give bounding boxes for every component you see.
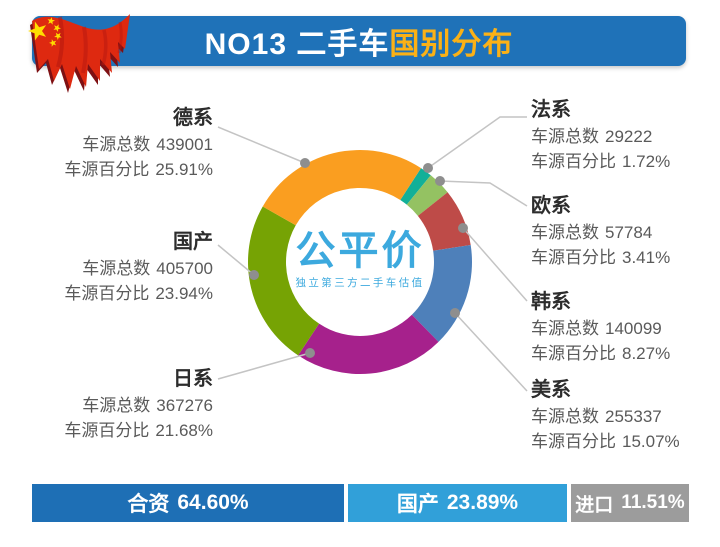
page-title-prefix: NO13 二手车 [204,28,390,61]
segment-label-american: 美系 车源总数 255337 车源百分比 15.07% [531,376,680,454]
segment-name: 国产 [173,231,213,253]
segment-pct-line: 车源百分比 3.41% [531,248,671,267]
header-banner: NO13 二手车国别分布 [32,16,686,66]
flag-fold [81,26,88,74]
flag-star-icon [53,24,61,32]
connector-dot-german [300,158,310,168]
segment-name: 韩系 [531,291,571,313]
connector-line-german [217,126,306,164]
donut-segment-korean [417,192,471,251]
segment-name: 法系 [531,99,571,121]
logo-subtitle: 独立第三方二手车估值 [295,277,425,289]
flag-star-icon [54,32,62,40]
donut-segment-european [406,175,448,216]
donut-segment-japanese [298,314,439,374]
segment-total-line: 车源总数 57784 [531,223,653,242]
flag-star-icon [47,17,55,25]
segment-pct-line: 车源百分比 8.27% [531,344,671,363]
connector-dot-european [435,176,445,186]
segment-total-line: 车源总数 405700 [82,259,213,278]
summary-item-imported: 进口 11.51% [571,484,689,522]
segment-label-japanese: 日系 车源总数 367276 车源百分比 21.68% [64,365,213,443]
flag-fold [117,21,123,54]
segment-total-line: 车源总数 439001 [82,135,213,154]
segment-pct-line: 车源百分比 1.72% [531,152,671,171]
summary-label: 合资 [127,493,170,516]
segment-total-line: 车源总数 367276 [82,396,213,415]
donut-segment-american [411,244,472,342]
segment-name: 美系 [531,379,571,401]
summary-value: 23.89% [446,491,519,514]
segment-name: 德系 [173,107,213,129]
segment-total-line: 车源总数 140099 [531,319,662,338]
flag-fold [101,29,108,66]
connector-dot-korean [458,223,468,233]
segment-pct-line: 车源百分比 25.91% [64,160,213,179]
china-flag-icon [28,14,130,93]
donut-segment-domestic [247,206,320,356]
page-title: NO13 二手车国别分布 [205,19,514,63]
connector-line-american [454,312,528,392]
flag-fold [56,16,65,68]
segment-pct-line: 车源百分比 15.07% [531,432,680,451]
segment-total-line: 车源总数 255337 [531,407,662,426]
segment-total-line: 车源总数 29222 [531,127,653,146]
summary-value: 64.60% [177,491,249,514]
connector-line-european [439,180,528,207]
segment-name: 欧系 [531,195,571,217]
flag-stars [28,17,62,47]
connector-dot-french [423,163,433,173]
donut-segment-german [262,150,421,226]
summary-label: 国产 [396,493,439,516]
segment-label-french: 法系 车源总数 29222 车源百分比 1.72% [531,96,670,174]
logo-title: 公平价 [295,229,425,273]
connector-line-japanese [217,352,311,380]
connector-line-domestic [217,244,255,276]
center-logo: 公平价 独立第三方二手车估值 [287,229,433,291]
summary-label: 进口 [575,494,614,516]
summary-value: 11.51% [621,492,685,513]
connector-dot-american [450,308,460,318]
segment-name: 日系 [173,368,213,390]
segment-pct-line: 车源百分比 23.94% [64,284,213,303]
segment-label-korean: 韩系 车源总数 140099 车源百分比 8.27% [531,288,670,366]
summary-item-domestic: 国产 23.89% [348,484,567,522]
connector-dot-japanese [305,348,315,358]
segment-label-european: 欧系 车源总数 57784 车源百分比 3.41% [531,192,670,270]
segment-label-german: 德系 车源总数 439001 车源百分比 25.91% [64,104,213,182]
summary-item-joint-venture: 合资 64.60% [32,484,344,522]
flag-star-icon [28,21,47,41]
donut-chart [217,116,528,392]
connector-line-french [427,116,527,169]
donut-segment-french [400,168,431,205]
segment-label-domestic: 国产 车源总数 405700 车源百分比 23.94% [64,228,213,306]
page-title-highlight: 国别分布 [389,28,514,61]
connector-dot-domestic [249,270,259,280]
segment-pct-line: 车源百分比 21.68% [64,421,213,440]
connector-line-korean [462,227,528,302]
flag-star-icon [49,39,57,47]
